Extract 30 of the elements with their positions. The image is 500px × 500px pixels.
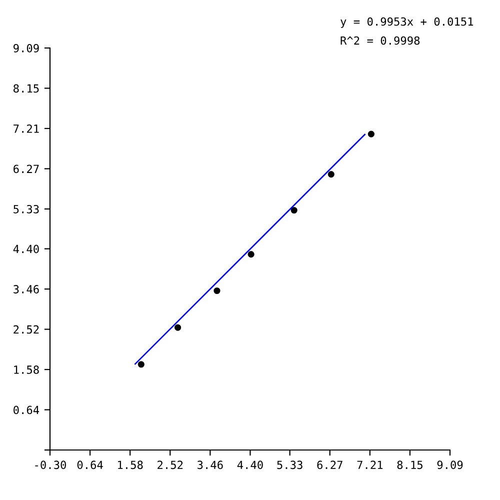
x-tick-label: 4.40	[237, 460, 263, 470]
x-tick-label: 8.15	[397, 460, 422, 470]
y-tick-label: 2.52	[14, 325, 39, 334]
y-tick-label: 7.21	[14, 124, 39, 133]
y-tick-label: 0.64	[14, 406, 40, 414]
y-tick-label: 5.33	[14, 204, 39, 214]
point	[290, 206, 298, 214]
y-tick-label: 8.15	[14, 84, 39, 93]
x-tick-label: 1.58	[118, 460, 143, 470]
point	[214, 287, 220, 294]
text: y = 0.9953x + 0.0151	[340, 17, 474, 28]
y-tick-label: 4.40	[13, 244, 39, 254]
point	[138, 361, 144, 368]
y-tick-label: 1.58	[14, 366, 39, 374]
x-tick-label: 3.46	[198, 460, 223, 470]
y-tick-label: 3.46	[14, 285, 39, 294]
x-tick-label: 6.27	[317, 460, 342, 470]
y-tick-label: 9.09	[14, 44, 39, 52]
y-tick-label: 6.27	[14, 164, 39, 174]
point	[368, 130, 374, 138]
x-tick-label: 0.64	[77, 460, 103, 470]
x-tick-label: 2.52	[158, 460, 183, 470]
point	[328, 171, 334, 178]
point	[248, 251, 254, 258]
point	[174, 324, 182, 331]
x-tick-label: 5.33	[277, 460, 302, 470]
text: R^2 = 0.9998	[340, 36, 420, 45]
x-tick-label: -0.30	[35, 460, 66, 470]
x-tick-label: 9.09	[437, 460, 463, 470]
x-tick-label: 7.21	[357, 460, 383, 469]
